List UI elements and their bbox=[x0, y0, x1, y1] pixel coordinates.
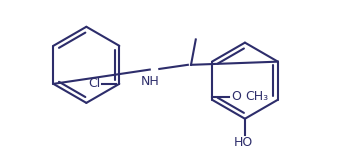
Text: CH₃: CH₃ bbox=[245, 90, 268, 103]
Text: Cl: Cl bbox=[88, 77, 100, 90]
Text: NH: NH bbox=[140, 75, 159, 88]
Text: O: O bbox=[231, 90, 241, 103]
Text: HO: HO bbox=[234, 136, 253, 149]
